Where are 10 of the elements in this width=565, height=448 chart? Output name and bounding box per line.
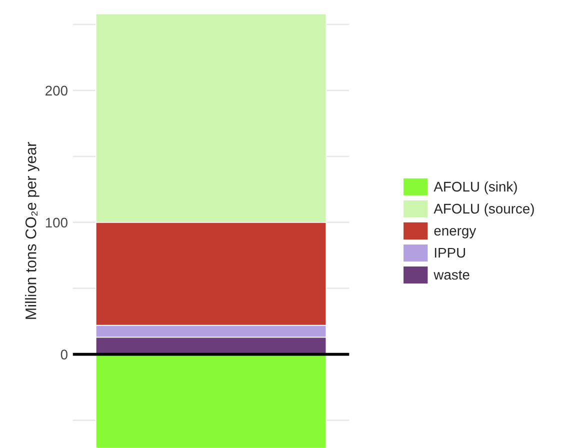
legend-label: waste bbox=[434, 270, 470, 280]
y-tick-label: 200 bbox=[46, 86, 68, 96]
legend-label: AFOLU (source) bbox=[434, 203, 534, 216]
legend-label: AFOLU (sink) bbox=[434, 181, 517, 194]
y-axis-title: Million tons CO₂e per year bbox=[25, 142, 40, 319]
bar bbox=[95, 354, 327, 448]
y-tick-label: 100 bbox=[46, 218, 68, 228]
legend-label: energy bbox=[434, 228, 476, 238]
legend-label: IPPU bbox=[434, 248, 466, 258]
y-tick-label: 0 bbox=[60, 350, 68, 360]
